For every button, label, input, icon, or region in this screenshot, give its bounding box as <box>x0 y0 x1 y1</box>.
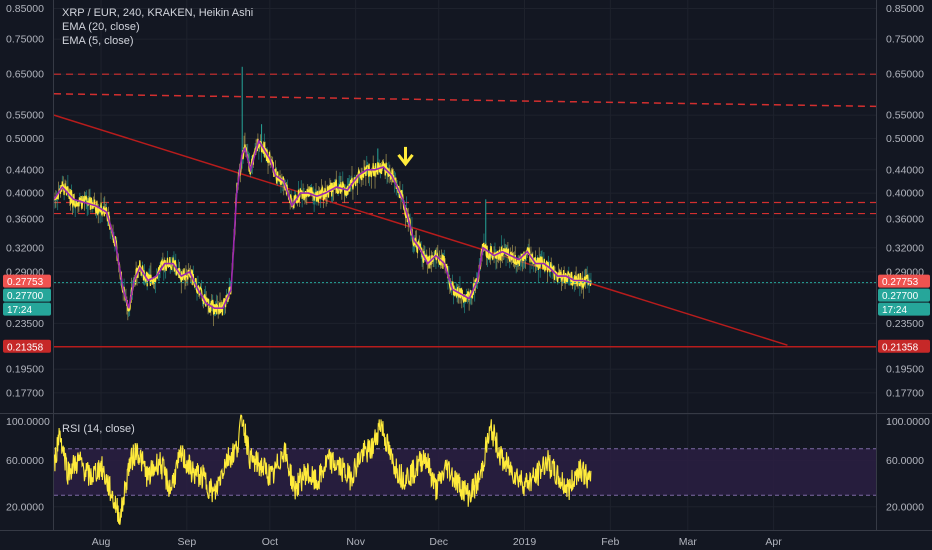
price-badge-label: 17:24 <box>7 305 32 316</box>
price-badge-label: 0.27700 <box>882 291 919 302</box>
legend-ema-5: EMA (5, close) <box>62 35 134 47</box>
time-axis-tick: 2019 <box>513 536 537 548</box>
right-axis-tick: 0.50000 <box>886 133 924 145</box>
left-axis-tick: 0.85000 <box>6 3 44 15</box>
price-badge <box>3 288 51 302</box>
price-badge <box>878 288 930 302</box>
price-badge-label: 0.21358 <box>882 342 919 353</box>
rsi-axis-tick: 60.0000 <box>6 455 44 467</box>
time-axis[interactable]: Aug Sep Oct Nov Dec 2019 Feb Mar Apr <box>92 536 783 548</box>
arrow-head <box>397 153 414 167</box>
right-axis-tick: 0.17700 <box>886 387 924 399</box>
price-badge <box>3 302 51 316</box>
price-badge-label: 0.21358 <box>7 342 44 353</box>
left-axis-tick: 0.36000 <box>6 213 44 225</box>
rsi-title: RSI (14, close) <box>62 423 135 435</box>
right-axis-tick: 0.55000 <box>886 110 924 122</box>
time-axis-tick: Oct <box>262 536 278 548</box>
right-axis-tick: 0.75000 <box>886 34 924 46</box>
price-badge-label: 0.27753 <box>882 277 919 288</box>
price-badge-label: 17:24 <box>882 305 907 316</box>
right-axis-tick: 0.44000 <box>886 164 924 176</box>
time-axis-tick: Sep <box>178 536 197 548</box>
left-axis-tick: 0.50000 <box>6 133 44 145</box>
chart-title: XRP / EUR, 240, KRAKEN, Heikin Ashi <box>62 7 253 19</box>
right-axis-tick: 0.23500 <box>886 318 924 330</box>
legend-ema-20: EMA (20, close) <box>62 21 140 33</box>
right-axis-tick: 0.40000 <box>886 188 924 200</box>
left-axis-tick: 0.44000 <box>6 164 44 176</box>
time-axis-tick: Feb <box>601 536 619 548</box>
price-badge <box>878 302 930 316</box>
rsi-axis[interactable]: 100.0000 100.0000 60.0000 60.0000 20.0000 20.… <box>6 416 930 513</box>
time-axis-tick: Apr <box>765 536 782 548</box>
trend-line <box>53 93 877 108</box>
price-badges: 0.27753 0.27753 0.27700 0.27700 17:24 17:24 0.… <box>3 274 930 353</box>
rsi-axis-tick: 100.0000 <box>886 416 930 428</box>
left-axis-tick: 0.75000 <box>6 34 44 46</box>
trend-line <box>53 114 788 346</box>
right-axis-tick: 0.85000 <box>886 3 924 15</box>
time-axis-tick: Aug <box>92 536 111 548</box>
price-badge-label: 0.27700 <box>7 291 44 302</box>
price-badge <box>878 274 930 288</box>
ema-20-line[interactable] <box>53 138 592 309</box>
price-badge <box>3 339 51 353</box>
left-axis-tick: 0.65000 <box>6 69 44 81</box>
time-axis-tick: Dec <box>429 536 448 548</box>
time-axis-tick: Nov <box>346 536 365 548</box>
left-axis-tick: 0.40000 <box>6 188 44 200</box>
left-axis-tick: 0.17700 <box>6 387 44 399</box>
right-axis-tick: 0.36000 <box>886 213 924 225</box>
right-axis-tick: 0.32000 <box>886 242 924 254</box>
rsi-axis-tick: 20.0000 <box>886 501 924 513</box>
left-axis-tick: 0.32000 <box>6 242 44 254</box>
price-badge <box>3 274 51 288</box>
left-axis-tick: 0.55000 <box>6 110 44 122</box>
ema-5-line[interactable] <box>53 138 592 316</box>
rsi-axis-tick: 20.0000 <box>6 501 44 513</box>
time-axis-tick: Mar <box>679 536 698 548</box>
right-axis-tick: 0.19500 <box>886 364 924 376</box>
price-badge <box>878 339 930 353</box>
right-axis-tick: 0.65000 <box>886 69 924 81</box>
price-badge-label: 0.27753 <box>7 277 44 288</box>
left-axis-tick: 0.23500 <box>6 318 44 330</box>
level-lines[interactable] <box>53 73 877 348</box>
rsi-axis-tick: 60.0000 <box>886 455 924 467</box>
rsi-axis-tick: 100.0000 <box>6 416 50 428</box>
rsi-line[interactable] <box>53 414 592 525</box>
left-axis-tick: 0.19500 <box>6 364 44 376</box>
arrow-down-icon[interactable] <box>397 146 414 167</box>
